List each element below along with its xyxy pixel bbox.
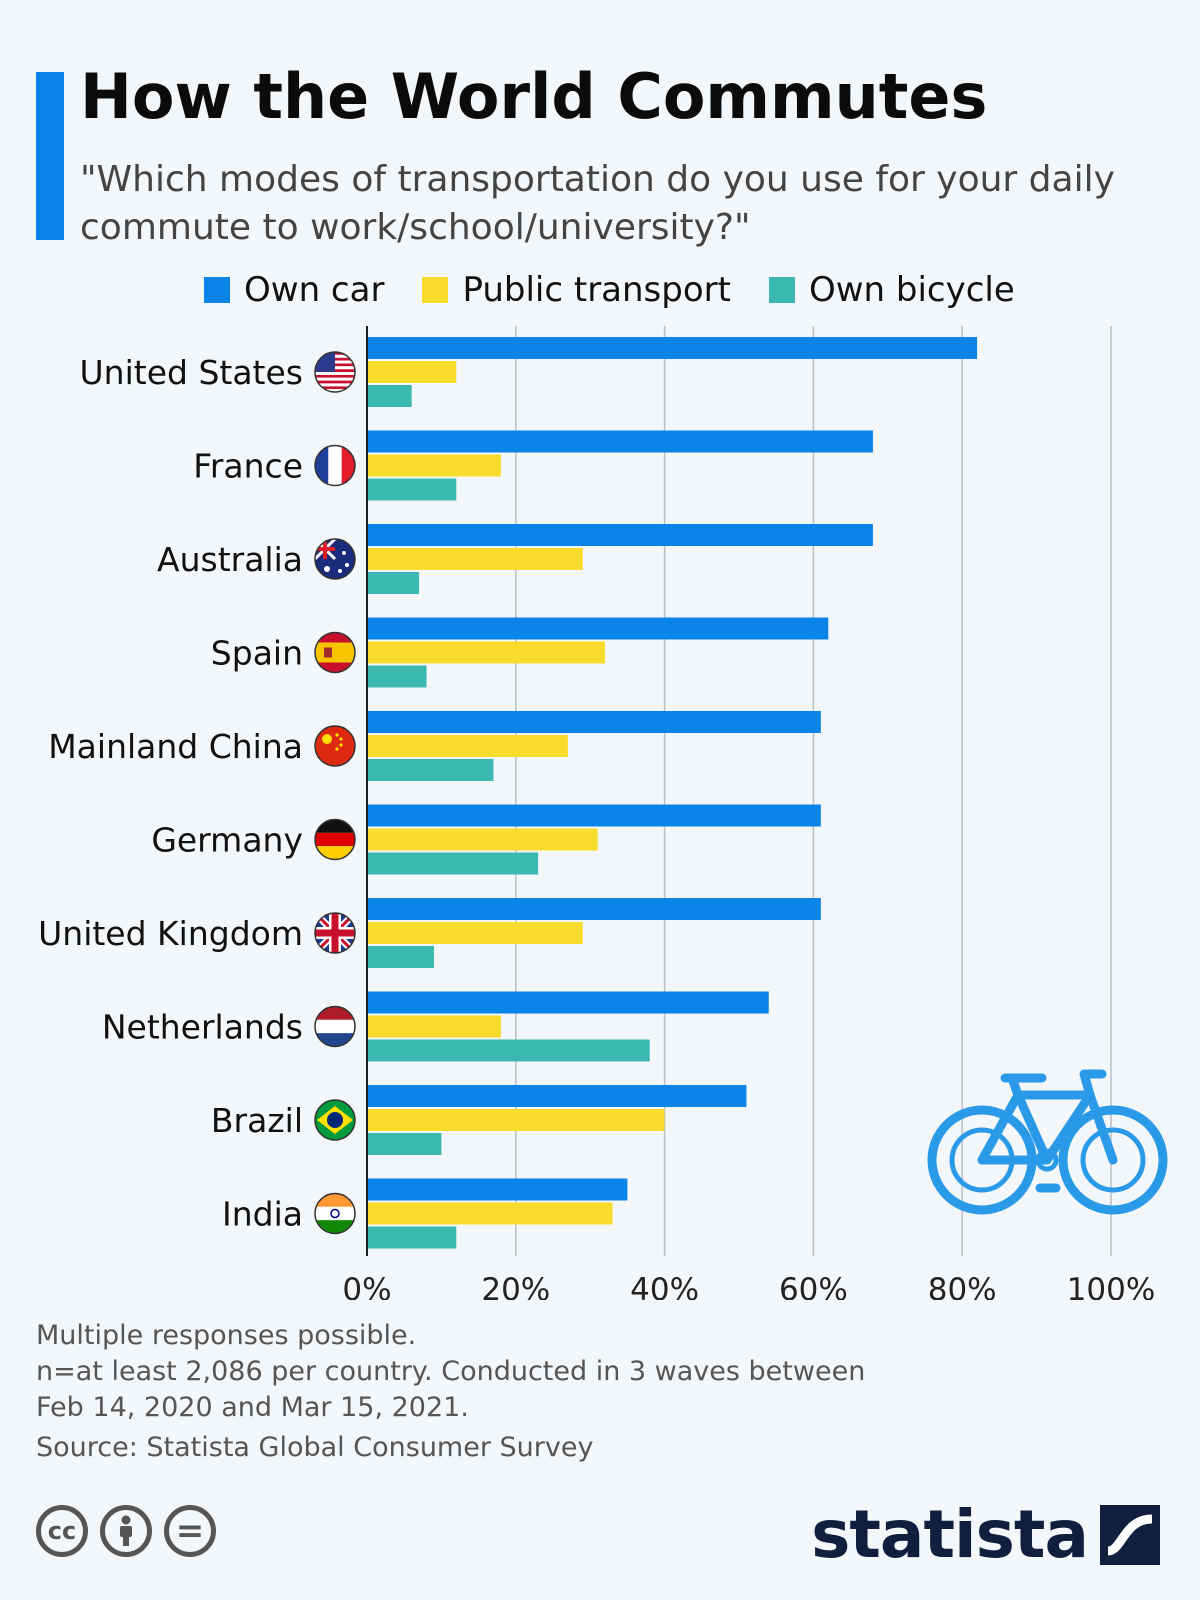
category-label: Australia (157, 540, 303, 579)
flag-us-icon (314, 351, 356, 393)
note-line: n=at least 2,086 per country. Conducted … (36, 1356, 866, 1387)
bar-public-transport (368, 641, 606, 664)
flag-brazil-icon (314, 1099, 356, 1141)
bar-own-car (368, 1178, 628, 1201)
bar-own-car (368, 1085, 747, 1107)
bar-public-transport (368, 454, 501, 477)
chart-subtitle: "Which modes of transportation do you us… (80, 159, 1115, 248)
bar-public-transport (368, 548, 583, 570)
bar-own-bicycle (368, 946, 434, 968)
bicycle-icon (927, 1069, 1168, 1215)
bar-own-bicycle (368, 478, 457, 501)
flag-spain-icon (314, 631, 356, 674)
legend-item-public-transport: Public transport (422, 270, 731, 310)
source-note: Source: Statista Global Consumer Survey (36, 1432, 594, 1463)
category-label: India (222, 1195, 303, 1234)
bar-own-car (368, 430, 873, 453)
survey-notes: Multiple responses possible. n=at least … (36, 1318, 865, 1426)
legend-label-own-car: Own car (244, 270, 385, 310)
note-line: Feb 14, 2020 and Mar 15, 2021. (36, 1392, 469, 1423)
bar-public-transport (368, 828, 598, 851)
flag-china-icon (314, 725, 356, 767)
flag-france-icon (314, 444, 356, 487)
x-tick-label: 40% (630, 1272, 699, 1300)
x-tick-label: 0% (342, 1272, 391, 1300)
legend-swatch-public-transport (422, 277, 449, 303)
category-label: United States (80, 353, 303, 392)
bar-own-bicycle (368, 1039, 650, 1062)
bar-own-car (368, 804, 821, 827)
chart-title: How the World Commutes (80, 60, 988, 133)
category-label: Netherlands (102, 1008, 303, 1047)
category-label: Spain (211, 634, 303, 673)
bar-public-transport (368, 361, 457, 383)
bar-own-bicycle (368, 759, 494, 781)
statista-logo-icon (1100, 1504, 1160, 1565)
bar-public-transport (368, 1202, 613, 1225)
brand-name: statista (811, 1496, 1089, 1573)
bar-own-bicycle (368, 1133, 442, 1155)
note-line: Multiple responses possible. (36, 1320, 417, 1351)
category-label: Brazil (211, 1101, 303, 1140)
flag-germany-icon (314, 818, 356, 861)
bar-own-car (368, 711, 821, 733)
x-tick-label: 60% (779, 1272, 848, 1300)
bar-own-bicycle (368, 572, 420, 594)
attribution-icon[interactable] (100, 1505, 152, 1557)
legend-label-public-transport: Public transport (462, 270, 731, 310)
bar-own-bicycle (368, 852, 539, 875)
legend: Own car Public transport Own bicycle (204, 270, 1053, 310)
bar-public-transport (368, 1015, 501, 1038)
bar-own-bicycle (368, 665, 427, 688)
cc-icon[interactable]: cc (36, 1505, 88, 1557)
bar-own-car (368, 898, 821, 920)
legend-item-own-car: Own car (204, 270, 384, 310)
bar-own-car (368, 524, 873, 546)
bar-public-transport (368, 1109, 665, 1131)
category-label: United Kingdom (38, 914, 303, 953)
bar-own-car (368, 337, 978, 359)
statista-logo[interactable]: statista (811, 1496, 1160, 1573)
bar-own-bicycle (368, 385, 412, 407)
legend-label-own-bicycle: Own bicycle (808, 270, 1015, 310)
no-derivatives-icon[interactable]: = (164, 1505, 216, 1557)
legend-swatch-own-bicycle (768, 277, 795, 303)
flag-india-icon (314, 1192, 356, 1235)
flag-netherlands-icon (314, 1005, 356, 1048)
legend-item-own-bicycle: Own bicycle (768, 270, 1015, 310)
bar-own-car (368, 991, 769, 1014)
bar-chart: 0% 20% 40% 60% 80% 100% United States France Aus… (38, 326, 1168, 1300)
x-tick-label: 80% (928, 1272, 997, 1300)
license-icons[interactable]: cc = (36, 1505, 228, 1557)
category-label: France (193, 447, 303, 486)
category-label: Mainland China (48, 727, 303, 766)
flag-australia-icon (314, 538, 356, 580)
bar-public-transport (368, 922, 583, 944)
flag-uk-icon (314, 912, 356, 954)
bar-own-bicycle (368, 1226, 457, 1249)
x-tick-label: 20% (481, 1272, 550, 1300)
x-tick-label: 100% (1067, 1272, 1156, 1300)
category-label: Germany (151, 821, 303, 860)
bar-own-car (368, 617, 829, 640)
title-accent-bar (36, 72, 64, 240)
legend-swatch-own-car (204, 277, 230, 303)
bar-public-transport (368, 735, 568, 757)
